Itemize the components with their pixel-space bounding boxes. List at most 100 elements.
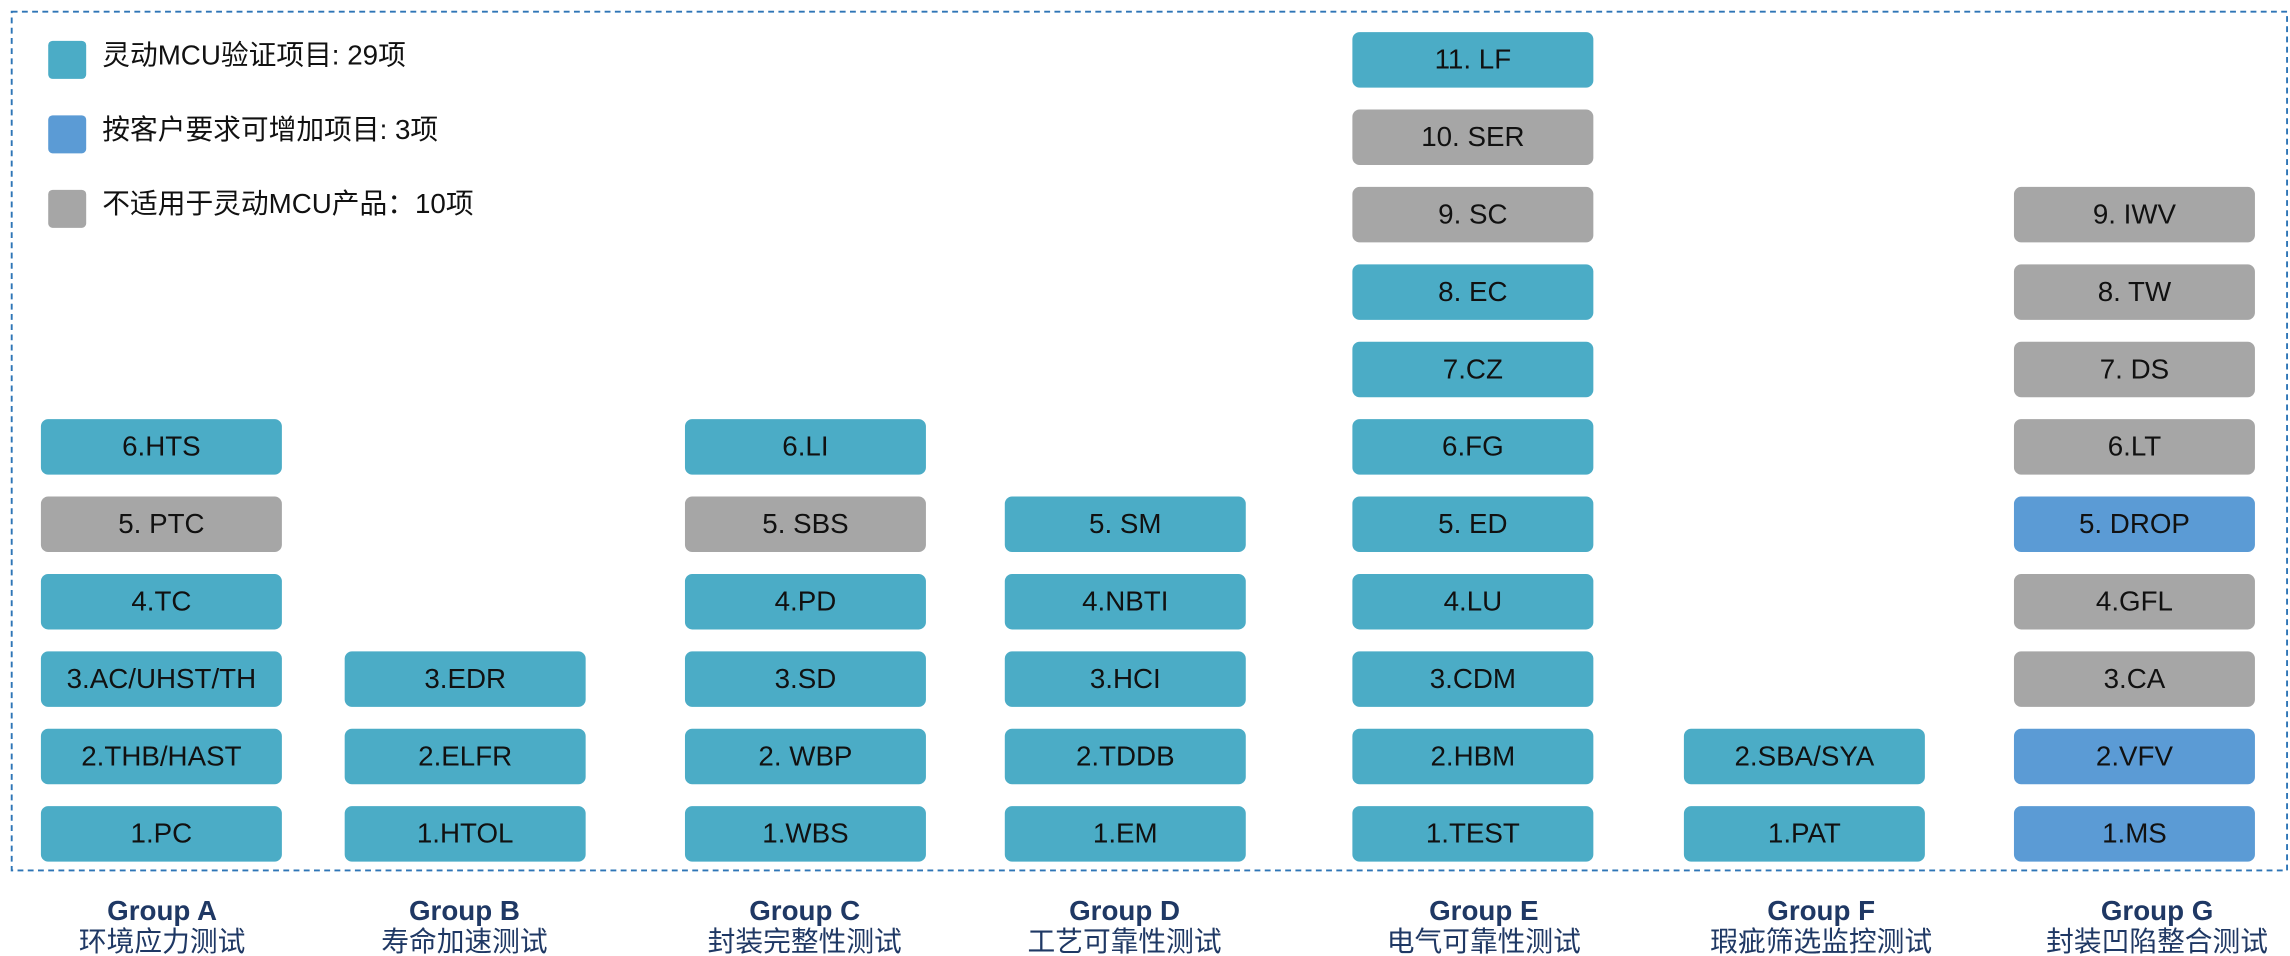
group-title: Group B [409, 895, 520, 926]
test-item-box [684, 573, 926, 630]
test-item-label: 6.HTS [122, 431, 201, 462]
test-item-box [40, 419, 282, 475]
test-item-box [40, 496, 282, 553]
group-subtitle: 电气可靠性测试 [1387, 926, 1581, 956]
group-title: Group G [2101, 895, 2213, 926]
test-item-label: 4.NBTI [1082, 585, 1168, 616]
test-item-box [344, 806, 586, 862]
group-title: Group F [1767, 895, 1875, 926]
test-item-label: 5. ED [1438, 508, 1507, 539]
test-item-box [1004, 651, 1246, 707]
group-title: Group D [1069, 895, 1180, 926]
test-item-label: 10. SER [1421, 121, 1524, 152]
test-item-label: 2.HBM [1430, 740, 1515, 771]
test-item-label: 9. SC [1438, 198, 1507, 229]
test-item-box [1352, 186, 1594, 243]
test-item-label: 5. DROP [2079, 508, 2190, 539]
test-item-box [1352, 341, 1594, 398]
test-item-box [684, 651, 926, 707]
test-item-box [2013, 728, 2255, 785]
test-item-box [1352, 651, 1594, 707]
test-item-box [1683, 806, 1925, 862]
legend-label: 灵动MCU验证项目: 29项 [102, 39, 406, 70]
test-item-box [1004, 496, 1246, 553]
legend-label: 不适用于灵动MCU产品：10项 [102, 188, 473, 219]
test-item-label: 1.PAT [1768, 818, 1841, 849]
test-item-box [684, 496, 926, 553]
test-item-box [40, 573, 282, 630]
test-item-label: 5. SBS [762, 508, 848, 539]
test-item-box [40, 651, 282, 707]
test-item-box [2013, 186, 2255, 243]
test-item-label: 3.CDM [1430, 663, 1516, 694]
test-item-label: 5. PTC [118, 508, 204, 539]
test-item-label: 8. TW [2098, 276, 2172, 307]
test-item-label: 7. DS [2100, 353, 2169, 384]
group-subtitle: 寿命加速测试 [381, 926, 547, 956]
test-item-box [1352, 496, 1594, 553]
test-item-box [1352, 109, 1594, 166]
test-item-label: 9. IWV [2093, 198, 2177, 229]
test-item-box [1004, 728, 1246, 785]
test-item-box [684, 728, 926, 785]
test-item-box [1352, 573, 1594, 630]
test-item-label: 1.HTOL [417, 818, 514, 849]
test-item-box [2013, 264, 2255, 320]
test-item-label: 2.ELFR [418, 740, 512, 771]
test-item-label: 3.AC/UHST/TH [67, 663, 257, 694]
test-item-label: 4.LU [1444, 585, 1503, 616]
group-subtitle: 封装凹陷整合测试 [2046, 926, 2268, 956]
test-item-label: 3.EDR [424, 663, 506, 694]
group-subtitle: 瑕疵筛选监控测试 [1710, 926, 1932, 956]
test-item-label: 1.WBS [762, 818, 848, 849]
group-subtitle: 工艺可靠性测试 [1027, 926, 1221, 956]
test-item-box [344, 651, 586, 707]
group-subtitle: 封装完整性测试 [708, 926, 902, 956]
test-item-box [2013, 651, 2255, 707]
test-item-box [2013, 341, 2255, 398]
test-item-box [40, 728, 282, 785]
test-item-label: 1.TEST [1426, 818, 1520, 849]
test-item-label: 5. SM [1089, 508, 1161, 539]
test-item-box [2013, 573, 2255, 630]
test-item-box [1352, 806, 1594, 862]
test-item-label: 3.HCI [1090, 663, 1161, 694]
test-item-label: 6.FG [1442, 431, 1504, 462]
test-item-label: 3.SD [775, 663, 837, 694]
test-item-box [1352, 728, 1594, 785]
test-item-label: 7.CZ [1443, 353, 1503, 384]
test-item-box [2013, 806, 2255, 862]
test-item-box [1683, 728, 1925, 785]
test-item-box [1004, 573, 1246, 630]
test-item-label: 8. EC [1438, 276, 1507, 307]
test-item-label: 1.MS [2102, 818, 2167, 849]
test-item-label: 3.CA [2104, 663, 2166, 694]
test-item-label: 2.THB/HAST [81, 740, 241, 771]
test-item-label: 2. WBP [758, 740, 852, 771]
test-item-label: 11. LF [1435, 44, 1512, 75]
test-item-box [40, 806, 282, 862]
group-subtitle: 环境应力测试 [79, 926, 245, 956]
group-title: Group E [1429, 895, 1538, 926]
legend-swatch [48, 40, 87, 79]
test-item-label: 6.LT [2108, 431, 2161, 462]
legend-swatch [48, 115, 87, 154]
frame [10, 10, 2289, 872]
test-item-label: 4.PD [775, 585, 837, 616]
test-item-box [684, 419, 926, 475]
legend-swatch [48, 189, 87, 228]
test-item-box [1004, 806, 1246, 862]
test-item-label: 6.LI [782, 431, 828, 462]
test-item-box [1352, 32, 1594, 88]
test-item-box [2013, 419, 2255, 475]
legend-label: 按客户要求可增加项目: 3项 [102, 114, 438, 145]
test-item-label: 2.SBA/SYA [1734, 740, 1874, 771]
group-title: Group A [107, 895, 217, 926]
test-item-box [2013, 496, 2255, 553]
test-item-label: 1.EM [1093, 818, 1158, 849]
test-item-label: 1.PC [131, 818, 193, 849]
test-item-label: 2.VFV [2096, 740, 2174, 771]
test-item-label: 4.GFL [2096, 585, 2173, 616]
test-item-box [1352, 264, 1594, 320]
